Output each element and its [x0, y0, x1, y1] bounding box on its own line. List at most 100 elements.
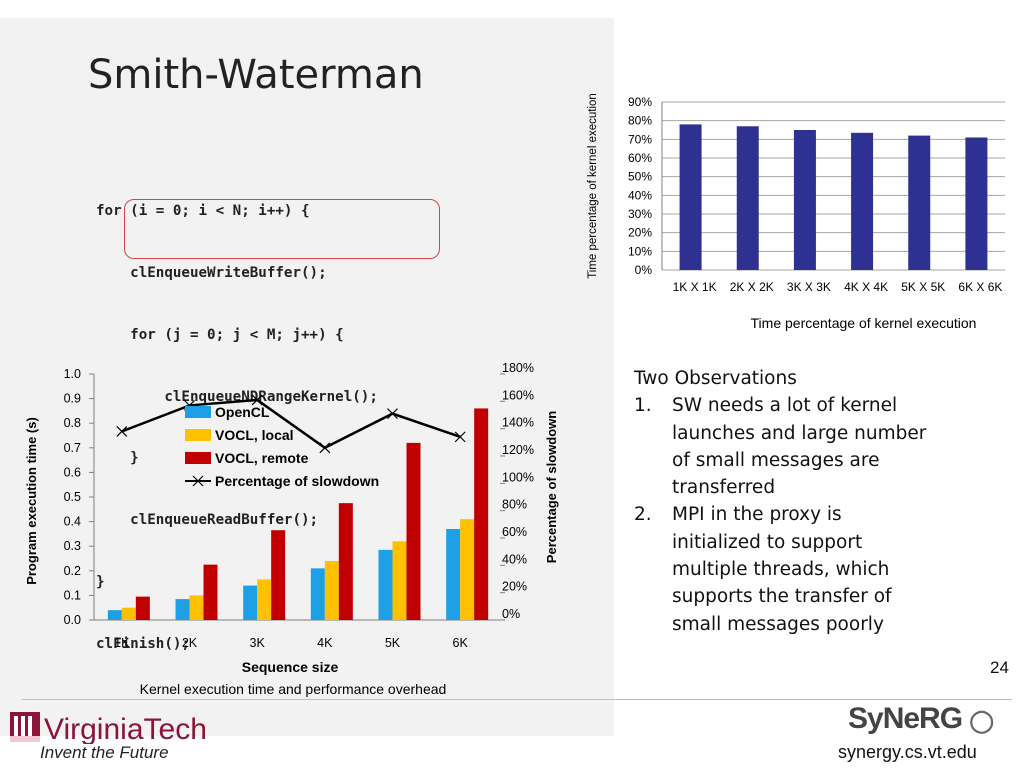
legend-marker — [192, 475, 204, 487]
bar — [446, 528, 461, 620]
y-tick-label: 0.5 — [64, 490, 81, 504]
y2-tick-label: 20% — [502, 580, 527, 594]
y-tick-label: 0.8 — [64, 416, 81, 430]
bar — [793, 130, 816, 270]
y2-tick-label: 60% — [502, 525, 527, 539]
y-tick-label: 0.6 — [64, 465, 81, 479]
slowdown-line — [121, 398, 461, 450]
legend-swatch — [185, 452, 211, 464]
inner-loop-highlight — [124, 199, 440, 259]
bar — [679, 124, 702, 271]
bar — [474, 408, 489, 620]
page-number: 24 — [990, 658, 1009, 677]
y-tick-label: 1.0 — [64, 367, 81, 381]
y-tick-label: 70% — [628, 132, 652, 146]
y-tick-label: 30% — [628, 207, 652, 221]
bar — [189, 595, 204, 620]
y2-tick-label: 80% — [502, 498, 527, 512]
bar — [107, 610, 122, 620]
chart-caption: Time percentage of kernel execution — [751, 315, 977, 331]
y-tick-label: 0.1 — [64, 588, 81, 602]
bar — [257, 579, 272, 620]
x-tick-label: 3K X 3K — [787, 280, 831, 294]
lightbulb-icon: ◯ — [969, 708, 994, 733]
footer-divider — [22, 699, 1012, 700]
y2-tick-label: 100% — [502, 470, 534, 484]
slowdown-marker — [454, 431, 466, 443]
observations-heading: Two Observations — [634, 368, 797, 389]
bar — [135, 596, 150, 620]
observation-line: SW needs a lot of kernel — [672, 395, 898, 417]
legend-label: VOCL, remote — [215, 450, 309, 466]
observation-item: 2. MPI in the proxy is initialized to su… — [634, 501, 1014, 637]
y-tick-label: 90% — [628, 95, 652, 109]
bar — [338, 503, 353, 620]
y-tick-label: 0.0 — [64, 613, 81, 627]
x-tick-label: 3K — [250, 636, 266, 650]
synergy-logo: SyNeRG ◯ — [848, 702, 994, 736]
bar — [406, 442, 421, 620]
slowdown-marker — [387, 408, 398, 420]
y2-tick-label: 0% — [502, 607, 520, 621]
x-tick-label: 2K X 2K — [730, 280, 774, 294]
bar — [392, 541, 407, 620]
kernel-time-chart: 0% 10% 20% 30% 40% 50% 60% 70% 80% 90% 1K X 1K 2K X… — [587, 93, 1005, 331]
slide-title: Smith-Waterman — [88, 52, 424, 98]
observation-line: of small messages are — [672, 449, 880, 471]
bar — [271, 530, 286, 620]
slowdown-marker — [319, 442, 331, 454]
y-tick-label: 0.3 — [64, 539, 81, 553]
slowdown-marker — [116, 425, 128, 437]
y-tick-label: 0.2 — [64, 564, 81, 578]
observation-line: multiple threads, which — [672, 559, 890, 581]
observation-line: transferred — [672, 477, 776, 499]
execution-time-chart: 0.0 0.1 0.2 0.3 0.4 0.5 0.6 0.7 0.8 0.9 1.0 0% 20% 40… — [24, 362, 559, 697]
observation-number: 1. — [634, 395, 652, 417]
code-line: } — [96, 450, 139, 467]
legend-label: VOCL, local — [215, 427, 294, 443]
y-axis-label: Program execution time (s) — [24, 417, 39, 585]
legend-swatch — [185, 429, 211, 441]
observation-line: launches and large number — [672, 422, 927, 444]
bar — [851, 132, 874, 270]
x-tick-label: 1K X 1K — [673, 280, 717, 294]
y-tick-label: 20% — [628, 226, 652, 240]
y-tick-label: 10% — [628, 244, 652, 258]
bar — [243, 585, 258, 620]
y-tick-label: 50% — [628, 170, 652, 184]
bar — [908, 135, 931, 270]
y-tick-label: 0.9 — [64, 392, 81, 406]
x-tick-label: 1K — [114, 636, 130, 650]
y2-tick-label: 140% — [502, 416, 534, 430]
lab-url: synergy.cs.vt.edu — [838, 742, 977, 762]
vt-tagline: Invent the Future — [40, 743, 169, 762]
synergy-wordmark: SyNeRG — [848, 702, 963, 735]
x-tick-label: 4K X 4K — [844, 280, 888, 294]
x-tick-label: 6K X 6K — [958, 280, 1002, 294]
code-line: } — [96, 573, 105, 590]
x-axis-label: Sequence size — [242, 659, 339, 675]
y2-tick-label: 160% — [502, 388, 534, 402]
y-tick-label: 0.4 — [64, 515, 81, 529]
y2-axis-label: Percentage of slowdown — [544, 411, 559, 563]
x-tick-label: 6K — [453, 636, 469, 650]
x-tick-label: 4K — [317, 636, 333, 650]
bar — [736, 126, 759, 270]
code-block: for (i = 0; i < N; i++) { clEnqueueWrite… — [96, 160, 378, 675]
legend-swatch — [185, 406, 211, 418]
code-line: clEnqueueWriteBuffer(); — [96, 264, 327, 281]
bar — [203, 564, 218, 620]
observation-line: small messages poorly — [672, 613, 884, 635]
bar — [175, 599, 190, 620]
y-tick-label: 80% — [628, 114, 652, 128]
legend-label: OpenCL — [215, 404, 270, 420]
y-tick-label: 40% — [628, 188, 652, 202]
observation-number: 2. — [634, 504, 652, 526]
y2-tick-label: 120% — [502, 443, 534, 457]
legend-label: Percentage of slowdown — [215, 473, 379, 489]
code-line: clEnqueueNDRangeKernel(); — [96, 388, 378, 405]
vt-wordmark: VirginiaTech — [44, 713, 207, 744]
y-tick-label: 60% — [628, 151, 652, 165]
x-tick-label: 2K — [182, 636, 198, 650]
observation-item: 1. SW needs a lot of kernel launches and… — [634, 392, 1014, 501]
